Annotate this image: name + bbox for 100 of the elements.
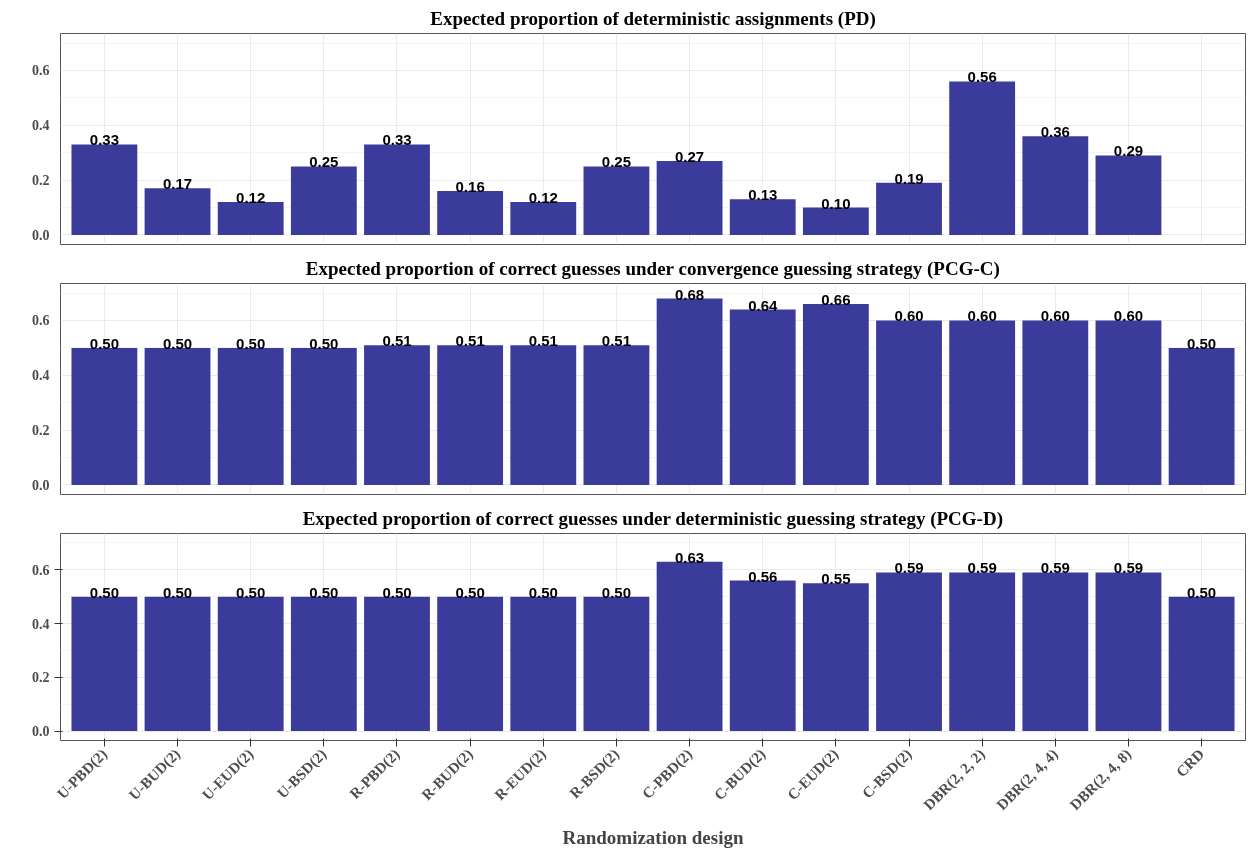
data-label: 0.50	[89, 583, 119, 601]
bar	[144, 596, 211, 732]
bar	[510, 596, 577, 732]
y-tick-label: 0.0	[32, 477, 50, 493]
bar	[290, 596, 357, 732]
bar	[876, 320, 942, 485]
bar	[437, 345, 504, 485]
y-tick-label: 0.4	[32, 368, 50, 384]
bar	[71, 347, 138, 485]
y-tick-label: 0.6	[32, 562, 50, 578]
y-tick-label: 0.0	[32, 724, 50, 740]
bar	[71, 144, 138, 235]
data-label: 0.33	[89, 131, 119, 149]
y-tick-label: 0.2	[32, 173, 50, 189]
data-label: 0.16	[455, 178, 485, 196]
bar	[583, 166, 650, 235]
bar	[1095, 572, 1162, 732]
data-label: 0.56	[748, 567, 778, 585]
data-label: 0.50	[1187, 334, 1217, 352]
bar	[364, 596, 430, 732]
data-label: 0.25	[601, 153, 632, 171]
bar	[729, 580, 796, 732]
data-label: 0.60	[894, 307, 924, 325]
data-label: 0.51	[528, 332, 558, 350]
bar	[1095, 320, 1162, 485]
bar	[802, 207, 869, 235]
bar	[1022, 320, 1089, 485]
data-label: 0.19	[894, 169, 924, 187]
bar	[1022, 136, 1089, 235]
data-label: 0.25	[309, 153, 339, 171]
y-tick-label: 0.2	[32, 670, 50, 686]
data-label: 0.27	[674, 147, 705, 165]
bar	[510, 202, 577, 235]
y-tick-label: 0.4	[32, 616, 50, 632]
bar	[876, 182, 942, 235]
data-label: 0.12	[236, 189, 266, 207]
bar	[364, 144, 430, 235]
chart-title: Expected proportion of correct guesses under convergence guessing strategy (PCG-C)	[305, 257, 1000, 280]
data-label: 0.59	[1113, 559, 1144, 577]
y-tick-label: 0.2	[32, 423, 50, 439]
x-axis-title: Randomization design	[562, 826, 744, 848]
data-label: 0.66	[821, 291, 851, 309]
data-label: 0.60	[1040, 307, 1070, 325]
y-tick-label: 0.6	[32, 313, 50, 329]
data-label: 0.50	[309, 334, 339, 352]
bar	[876, 572, 942, 732]
data-label: 0.59	[967, 559, 997, 577]
data-label: 0.60	[967, 307, 997, 325]
bar	[729, 309, 796, 485]
chart-title: Expected proportion of correct guesses under deterministic guessing strategy (PCG-D)	[302, 507, 1003, 530]
bar	[802, 583, 869, 732]
data-label: 0.63	[674, 548, 705, 566]
data-label: 0.29	[1113, 142, 1144, 160]
bar	[729, 199, 796, 235]
y-tick-label: 0.6	[32, 63, 50, 79]
bar	[364, 345, 430, 485]
data-label: 0.12	[528, 189, 558, 207]
bar	[583, 596, 650, 732]
bar	[144, 347, 211, 485]
bar	[1095, 155, 1162, 235]
bar	[949, 320, 1016, 485]
data-label: 0.56	[967, 68, 997, 86]
bar	[583, 345, 650, 485]
bar	[290, 166, 357, 235]
y-tick-label: 0.0	[32, 227, 50, 243]
data-label: 0.17	[162, 175, 193, 193]
bar	[290, 347, 357, 485]
bar	[802, 304, 869, 485]
data-label: 0.60	[1113, 307, 1144, 325]
y-tick-label: 0.4	[32, 118, 50, 134]
bar	[510, 345, 577, 485]
data-label: 0.50	[236, 334, 266, 352]
bar	[1168, 347, 1235, 485]
data-label: 0.50	[1187, 583, 1217, 601]
bar	[656, 298, 723, 485]
bar	[217, 596, 284, 732]
data-label: 0.50	[89, 334, 119, 352]
data-label: 0.50	[528, 583, 558, 601]
data-label: 0.13	[748, 186, 778, 204]
data-label: 0.50	[162, 334, 193, 352]
bar	[949, 81, 1016, 235]
bar	[656, 160, 723, 235]
data-label: 0.50	[601, 583, 632, 601]
data-label: 0.50	[382, 583, 412, 601]
data-label: 0.51	[601, 332, 632, 350]
data-label: 0.59	[1040, 559, 1070, 577]
data-label: 0.59	[894, 559, 924, 577]
bar	[437, 596, 504, 732]
data-label: 0.50	[455, 583, 485, 601]
data-label: 0.10	[821, 194, 851, 212]
bar	[949, 572, 1016, 732]
bar	[656, 561, 723, 732]
bar	[144, 188, 211, 235]
bar	[437, 191, 504, 235]
data-label: 0.51	[382, 332, 412, 350]
data-label: 0.33	[382, 131, 412, 149]
data-label: 0.64	[748, 296, 778, 314]
data-label: 0.51	[455, 332, 485, 350]
bar	[71, 596, 138, 732]
data-label: 0.50	[309, 583, 339, 601]
